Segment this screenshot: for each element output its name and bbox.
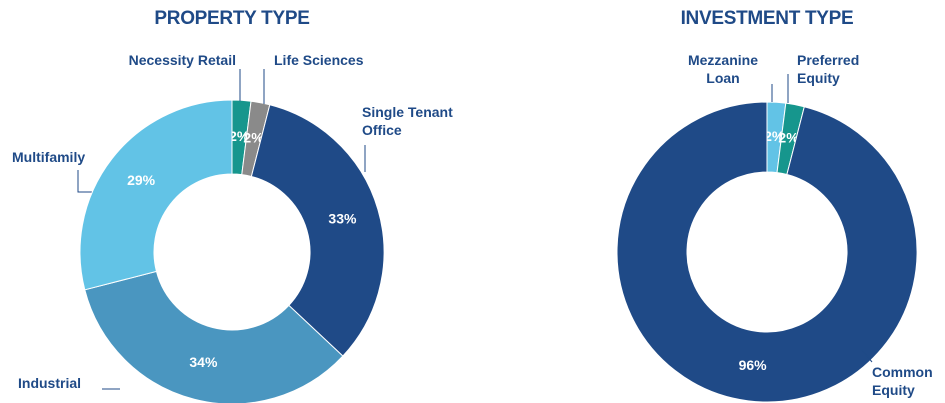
category-label: Industrial bbox=[18, 375, 82, 391]
slice bbox=[79, 99, 233, 291]
chart-title: INVESTMENT TYPE bbox=[680, 8, 854, 29]
category-label: Life Sciences bbox=[274, 52, 364, 68]
leader-line bbox=[77, 170, 92, 193]
category-label: Necessity Retail bbox=[128, 52, 236, 68]
slice-label: 2% bbox=[778, 130, 799, 146]
slice-label: 2% bbox=[764, 128, 785, 144]
slice-label: 34% bbox=[189, 354, 218, 370]
category-label: Single Tenant Office bbox=[362, 104, 453, 138]
category-label: Mezzanine Loan bbox=[687, 52, 758, 86]
category-label: Preferred Equity bbox=[797, 52, 860, 86]
slice-label: 33% bbox=[328, 211, 357, 227]
category-label: Common Equity bbox=[872, 364, 933, 398]
leader-line bbox=[861, 349, 873, 363]
slice bbox=[250, 104, 385, 357]
slice-label: 2% bbox=[229, 128, 250, 144]
slice-label: 2% bbox=[243, 130, 264, 146]
category-label: Multifamily bbox=[12, 149, 86, 165]
slice bbox=[84, 270, 344, 403]
slice-label: 29% bbox=[127, 172, 156, 188]
chart-title: PROPERTY TYPE bbox=[154, 8, 310, 29]
slice bbox=[616, 101, 918, 403]
slice-label: 96% bbox=[739, 357, 768, 373]
